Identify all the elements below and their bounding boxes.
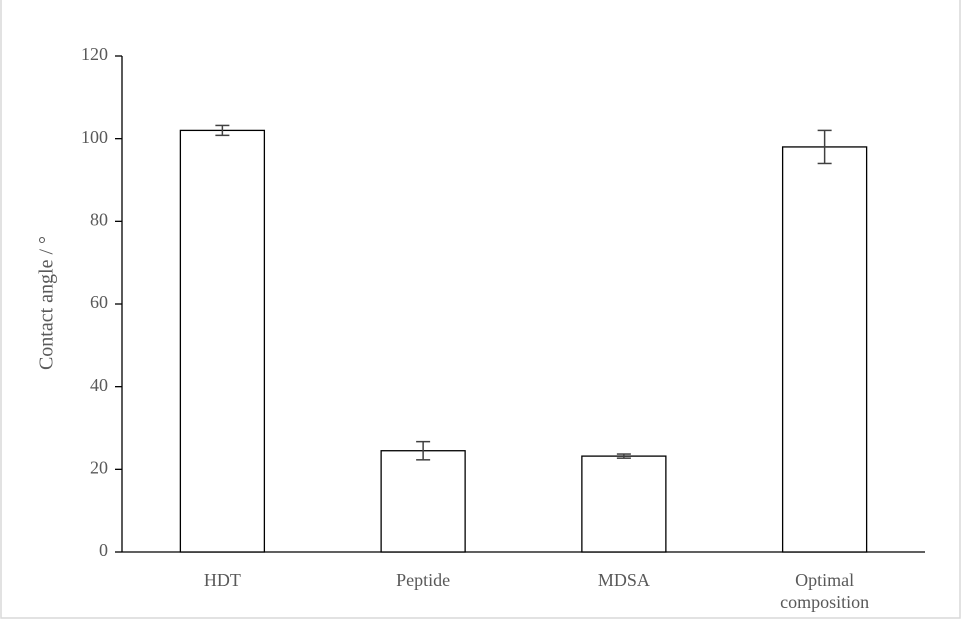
y-tick-label: 20	[90, 457, 108, 477]
x-tick-label: Optimal composition	[780, 570, 869, 612]
x-tick-label-line: composition	[780, 592, 869, 612]
x-tick-label-line: Peptide	[396, 570, 450, 590]
y-tick-label: 120	[81, 44, 108, 64]
x-tick-label: MDSA	[598, 570, 650, 590]
x-tick-label: HDT	[204, 570, 241, 590]
y-axis-title: Contact angle / °	[36, 236, 58, 370]
plot-area: 0 20 40 60 80 100 120 HDT Peptide MDSA Optimal comp…	[81, 44, 925, 612]
x-tick-label-line: Optimal	[795, 570, 854, 590]
bar	[581, 455, 667, 553]
y-tick-label: 60	[90, 292, 108, 312]
bar	[179, 129, 266, 553]
bar	[380, 450, 466, 553]
x-tick-label-line: MDSA	[598, 570, 650, 590]
y-tick-label: 40	[90, 375, 108, 395]
x-tick-label-line: HDT	[204, 570, 241, 590]
x-tick-label: Peptide	[396, 570, 450, 590]
y-tick-label: 100	[81, 127, 108, 147]
y-tick-label: 80	[90, 209, 108, 229]
y-tick-label: 0	[99, 540, 108, 560]
bar	[781, 146, 868, 553]
